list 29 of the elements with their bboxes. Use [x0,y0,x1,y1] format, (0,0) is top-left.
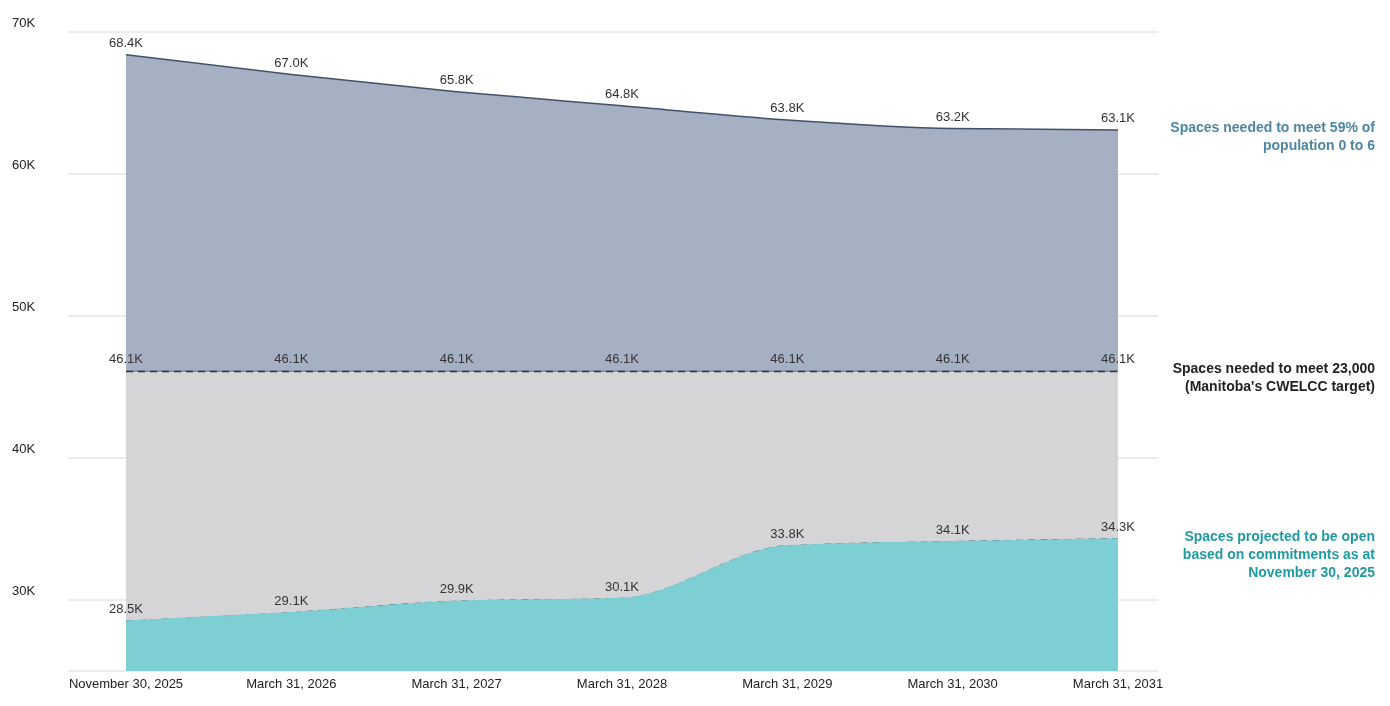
data-label: 63.8K [770,100,805,116]
data-label: 46.1K [109,351,144,367]
y-tick-label: 40K [12,440,36,456]
x-tick-label: March 31, 2026 [246,676,337,692]
data-label: 63.2K [935,108,970,124]
text: Spaces needed to meet 59% of population 0 to 6 [1169,117,1375,154]
data-label: 46.1K [935,351,970,367]
y-tick-label: 50K [12,298,36,314]
text: Spaces needed to meet 23,000 (Manitoba's CWELCC target) [1171,359,1375,396]
x-tick-label: November 30, 2025 [68,676,184,692]
x-tick-label: March 31, 2031 [1072,676,1164,692]
y-tick-label: 70K [12,14,36,30]
y-tick-label: 60K [12,156,36,172]
x-tick-label: March 31, 2028 [576,676,668,692]
data-label: 46.1K [605,351,640,367]
y-tick-label: 30K [12,582,36,598]
data-label: 65.8K [439,71,474,87]
data-label: 63.1K [1101,109,1136,125]
data-label: 64.8K [605,85,640,101]
x-tick-label: March 31, 2030 [907,676,998,692]
data-label: 46.1K [1101,351,1136,367]
data-label: 67.0K [274,54,309,70]
x-tick-label: March 31, 2027 [411,676,502,692]
text: Spaces projected to be open based on commitments as at November 30, 2025 [1181,526,1375,581]
data-label: 46.1K [274,351,309,367]
data-label: 68.4K [109,34,144,50]
x-tick-label: March 31, 2029 [742,676,833,692]
data-label: 46.1K [770,351,805,367]
data-label: 46.1K [439,351,474,367]
